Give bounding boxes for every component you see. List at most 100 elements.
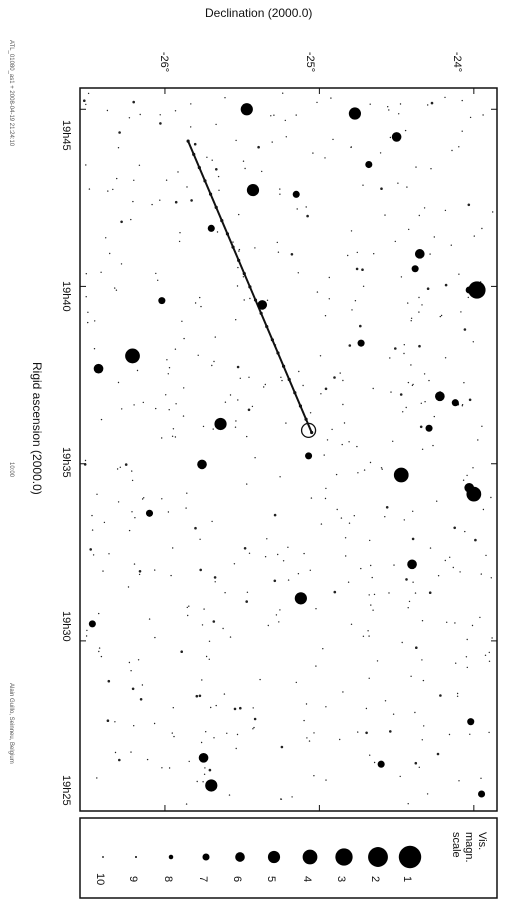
faint-star	[323, 454, 325, 456]
faint-star	[407, 607, 409, 609]
faint-star	[348, 441, 350, 443]
dec-tick-label: -25°	[304, 51, 317, 73]
faint-star	[305, 703, 308, 705]
faint-star	[458, 780, 460, 782]
faint-star	[369, 461, 372, 464]
faint-star	[88, 188, 91, 190]
faint-star	[326, 439, 329, 441]
faint-star	[468, 398, 472, 402]
faint-star	[357, 731, 359, 733]
faint-star	[357, 472, 359, 474]
legend-dot	[102, 856, 104, 858]
track-tick	[281, 364, 286, 368]
faint-star	[186, 186, 188, 188]
faint-star	[248, 552, 251, 554]
tick-marks	[80, 88, 497, 811]
faint-star	[187, 614, 189, 617]
faint-star	[237, 266, 239, 269]
faint-star	[481, 425, 483, 427]
faint-star	[190, 103, 192, 105]
faint-star	[339, 372, 341, 374]
faint-star	[439, 694, 442, 697]
faint-star	[389, 136, 392, 139]
faint-star	[373, 761, 376, 764]
faint-star	[226, 732, 228, 734]
faint-star	[278, 621, 280, 623]
faint-star	[188, 605, 190, 607]
faint-star	[243, 547, 247, 550]
faint-star	[246, 435, 248, 438]
faint-star	[451, 149, 453, 152]
track-tick	[253, 298, 258, 302]
faint-star	[238, 213, 240, 216]
faint-star	[92, 554, 95, 556]
faint-star	[248, 376, 250, 378]
faint-star	[100, 418, 103, 421]
faint-star	[360, 567, 362, 570]
faint-star	[273, 579, 277, 583]
faint-star	[159, 122, 162, 125]
faint-star	[315, 665, 317, 667]
star	[348, 107, 362, 120]
faint-star	[448, 733, 451, 736]
faint-star	[384, 700, 387, 702]
faint-star	[128, 661, 131, 664]
dec-tick-label: -24°	[451, 51, 464, 73]
faint-star	[121, 408, 123, 410]
marked-position-circle	[300, 422, 317, 439]
faint-star	[165, 179, 168, 181]
chart-title: Declination (2000.0)	[205, 6, 313, 20]
faint-star	[216, 231, 219, 233]
faint-star	[433, 415, 435, 418]
track-tick	[287, 377, 291, 382]
faint-star	[157, 279, 159, 281]
faint-star	[139, 698, 143, 701]
star	[465, 286, 473, 294]
faint-star	[84, 459, 87, 462]
faint-star	[365, 731, 368, 735]
faint-star	[492, 211, 494, 213]
faint-star	[87, 92, 90, 95]
faint-star	[372, 609, 374, 611]
faint-star	[388, 109, 390, 111]
faint-star	[85, 296, 87, 298]
faint-star	[488, 660, 491, 662]
star	[393, 467, 409, 483]
faint-star	[132, 100, 135, 104]
faint-star	[393, 564, 395, 566]
faint-star	[437, 575, 440, 577]
faint-star	[453, 526, 457, 530]
faint-star	[367, 630, 369, 632]
faint-star	[229, 394, 232, 396]
faint-star	[467, 203, 471, 207]
faint-star	[267, 624, 269, 627]
faint-star	[114, 287, 116, 289]
faint-star	[322, 648, 324, 650]
faint-star	[473, 235, 475, 237]
track-tick	[186, 139, 190, 143]
faint-star	[266, 299, 269, 301]
faint-star	[490, 577, 492, 579]
faint-star	[239, 706, 242, 710]
faint-star	[384, 214, 386, 216]
faint-star	[408, 228, 410, 231]
faint-star	[328, 298, 330, 300]
faint-star	[178, 240, 181, 243]
faint-star	[173, 735, 175, 738]
faint-star	[233, 707, 237, 711]
faint-star	[253, 717, 257, 721]
faint-star	[217, 175, 220, 178]
side-note-top: ATL_01080_as1 + 2008-04-19 21:24:10	[8, 40, 14, 147]
faint-star	[444, 357, 447, 359]
faint-star	[330, 97, 332, 99]
track-tick	[276, 351, 280, 355]
faint-star	[257, 145, 260, 149]
faint-star	[83, 99, 86, 102]
star	[246, 183, 260, 197]
faint-star	[430, 168, 432, 170]
faint-star	[202, 781, 204, 783]
faint-star	[474, 538, 477, 542]
faint-star	[410, 364, 412, 366]
faint-star	[167, 373, 169, 375]
faint-star	[86, 629, 88, 632]
